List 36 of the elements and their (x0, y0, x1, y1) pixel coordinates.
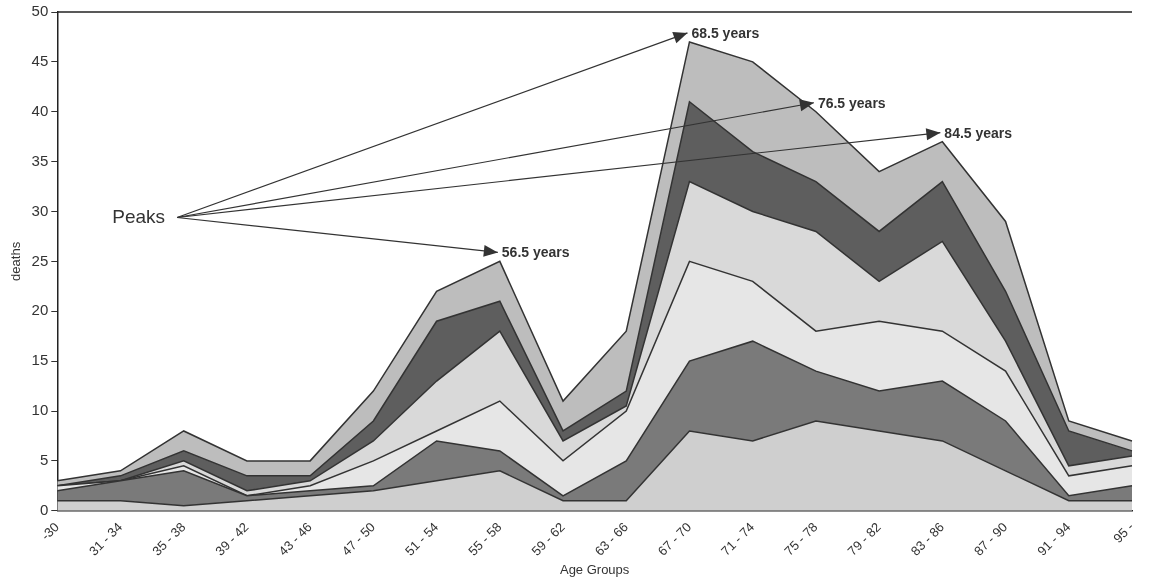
annotation: 56.5 years (501, 244, 570, 261)
y-tick-label: 50 (31, 2, 49, 20)
x-tick-label: 87 - 90 (970, 519, 1011, 559)
x-tick-label: 79 - 82 (844, 519, 884, 559)
x-axis-title: Age Groups (559, 561, 630, 577)
y-tick-label: 30 (31, 201, 49, 219)
y-tick-label: 15 (31, 351, 49, 369)
x-tick-label: 35 - 38 (149, 519, 189, 559)
annotation: Peaks (112, 205, 166, 227)
y-tick-label: 0 (39, 500, 49, 518)
x-tick-label: 51 - 54 (402, 519, 442, 559)
x-tick-label: 39 - 42 (212, 519, 252, 559)
annotation: 68.5 years (691, 24, 760, 41)
x-tick-label: 75 - 78 (781, 519, 821, 559)
x-tick-label: -30 (38, 519, 62, 544)
y-tick-label: 10 (31, 401, 49, 419)
x-tick-label: 43 - 46 (275, 519, 315, 559)
y-tick-label: 5 (39, 451, 49, 469)
annotation: 76.5 years (817, 94, 886, 111)
y-tick-label: 40 (31, 101, 49, 119)
x-tick-label: 83 - 86 (907, 519, 947, 559)
y-tick-label: 45 (31, 52, 49, 70)
y-axis-title: deaths (8, 241, 24, 281)
x-tick-label: 63 - 66 (591, 519, 631, 559)
x-tick-label: 55 - 58 (465, 519, 505, 559)
y-tick-label: 20 (31, 301, 49, 319)
x-tick-label: 67 - 70 (654, 519, 695, 559)
x-tick-label: 59 - 62 (528, 519, 568, 559)
annotation: 84.5 years (944, 124, 1013, 141)
x-tick-label: 91 - 94 (1034, 519, 1074, 559)
x-tick-label: 71 - 74 (718, 519, 758, 559)
y-tick-label: 25 (31, 251, 49, 269)
x-tick-label: 47 - 50 (338, 519, 379, 559)
x-tick-label: 95 - (1110, 519, 1137, 546)
x-tick-label: 31 - 34 (85, 519, 126, 559)
y-tick-label: 35 (31, 151, 49, 169)
